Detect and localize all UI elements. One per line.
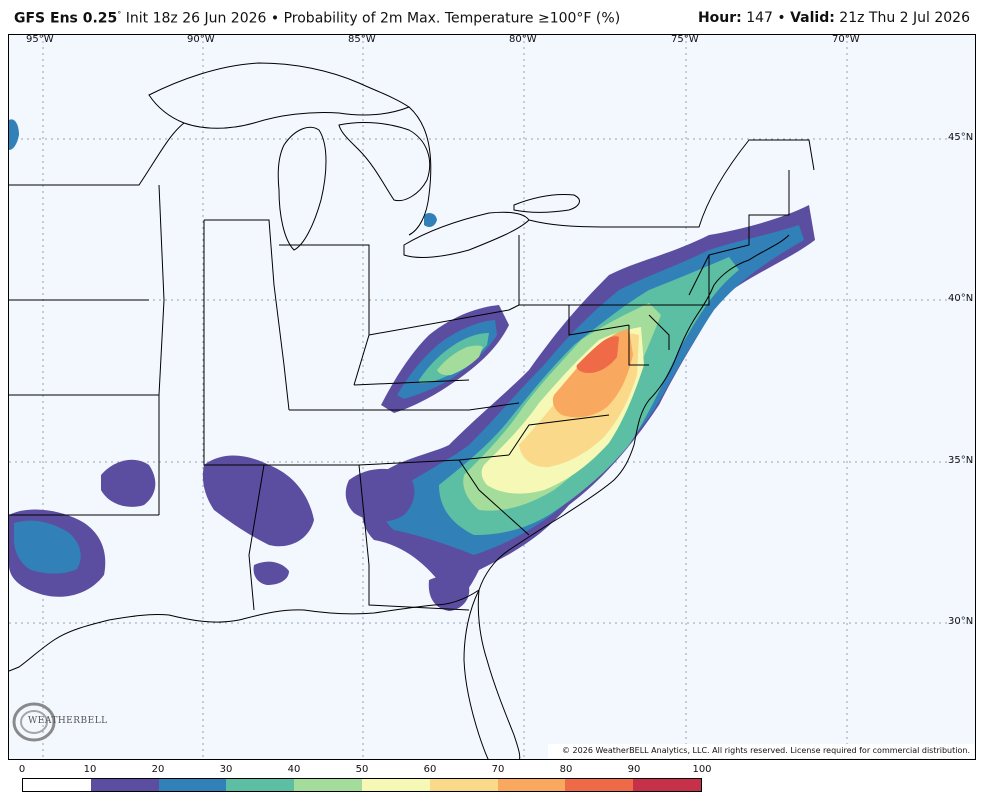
colorbar-segment	[497, 779, 566, 791]
atlantic-coast	[477, 234, 790, 759]
colorbar-tick-label: 70	[491, 764, 505, 775]
colorbar-segment	[23, 779, 91, 791]
lon-label-75: 75°W	[671, 34, 699, 45]
boundaries	[9, 62, 815, 759]
lake-erie	[403, 211, 530, 258]
lake-michigan	[277, 126, 327, 251]
lon-label-70: 70°W	[832, 34, 860, 45]
colorbar-segment	[565, 779, 634, 791]
colorbar-tick-label: 30	[219, 764, 233, 775]
gulf-coast	[9, 589, 480, 672]
colorbar-tick-label: 90	[627, 764, 641, 775]
colorbar-segment	[226, 779, 295, 791]
valid-value: 21z Thu 2 Jul 2026	[839, 10, 970, 26]
valid-bullet: •	[777, 10, 786, 26]
hour-value: 147	[746, 10, 773, 26]
florida-west	[463, 589, 489, 759]
colorbar-segment	[294, 779, 362, 791]
map-panel	[8, 34, 976, 760]
shade-80	[576, 336, 619, 373]
colorbar-segment	[429, 779, 498, 791]
lon-label-90: 90°W	[187, 34, 215, 45]
colorbar-segment	[158, 779, 227, 791]
init-time: Init 18z 26 Jun 2026	[125, 10, 267, 27]
colorbar-tick-label: 10	[83, 764, 97, 775]
lake-ontario	[513, 194, 580, 213]
colorbar-tick-label: 100	[692, 764, 712, 775]
lat-label-40: 40°N	[948, 293, 974, 304]
lon-label-85: 85°W	[348, 34, 376, 45]
lat-label-45: 45°N	[948, 132, 974, 143]
copyright-notice: © 2026 WeatherBELL Analytics, LLC. All r…	[548, 744, 974, 758]
shade-fl-pan	[428, 575, 470, 611]
model-name: GFS Ens 0.25	[14, 10, 118, 27]
colorbar-segment	[633, 779, 701, 791]
colorbar-tick-label: 20	[151, 764, 165, 775]
valid-label: Valid:	[790, 10, 835, 26]
shade-ohio-40	[437, 345, 483, 376]
shade-gulf-3	[101, 459, 156, 507]
colorbar-tick-label: 40	[287, 764, 301, 775]
valid-info: Hour: 147 • Valid: 21z Thu 2 Jul 2026	[698, 10, 970, 26]
colorbar-tick-label: 0	[18, 764, 26, 775]
title-bullet: •	[270, 10, 280, 27]
header: GFS Ens 0.25° Init 18z 26 Jun 2026 • Pro…	[0, 0, 984, 34]
shade-on	[424, 212, 437, 228]
degree-mark: °	[117, 10, 122, 19]
lake-superior	[148, 62, 411, 129]
colorbar-tick-label: 60	[423, 764, 437, 775]
map-canvas	[9, 35, 975, 759]
shade-la-coast	[253, 561, 289, 585]
state-lines	[9, 170, 790, 611]
colorbar-tick-label: 50	[355, 764, 369, 775]
lat-label-35: 35°N	[948, 455, 974, 466]
colorbar	[22, 778, 702, 792]
lake-huron	[338, 122, 431, 202]
shade-gulf-2	[13, 520, 81, 574]
colorbar-tick-label: 80	[559, 764, 573, 775]
map-title: GFS Ens 0.25° Init 18z 26 Jun 2026 • Pro…	[14, 10, 620, 27]
weatherbell-logo	[12, 702, 56, 742]
lat-label-30: 30°N	[948, 616, 974, 627]
hour-label: Hour:	[697, 10, 742, 26]
graticule	[9, 35, 975, 759]
lon-label-95: 95°W	[26, 34, 54, 45]
colorbar-segment	[90, 779, 159, 791]
border-canada	[9, 106, 815, 236]
shade-me	[9, 119, 19, 150]
logo-text: WEATHERBELL	[28, 716, 108, 726]
colorbar-segment	[361, 779, 430, 791]
probability-shading	[9, 119, 815, 611]
shade-ga	[345, 468, 415, 522]
lon-label-80: 80°W	[509, 34, 537, 45]
product-name: Probability of 2m Max. Temperature	[283, 10, 534, 27]
threshold: ≥100°F (%)	[537, 10, 621, 27]
